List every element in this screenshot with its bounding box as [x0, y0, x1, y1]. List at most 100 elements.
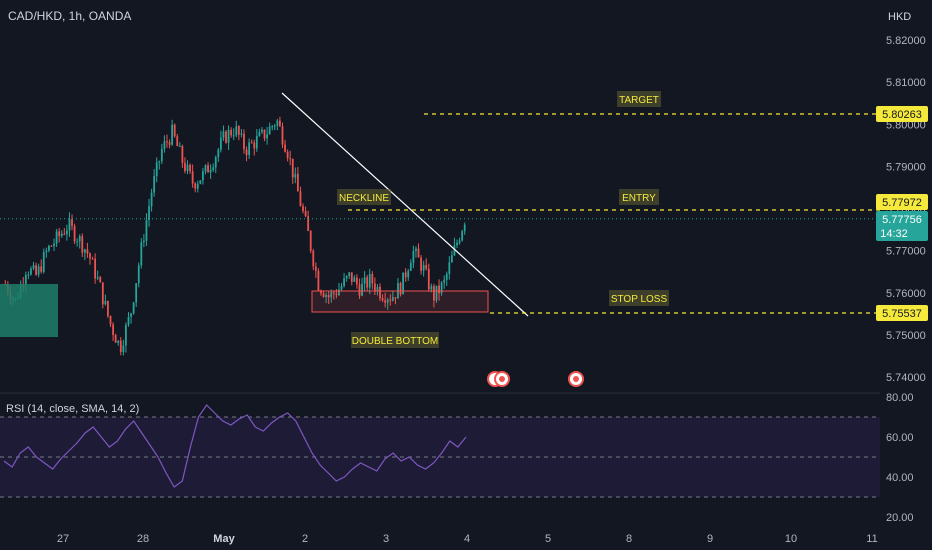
- entry-label: ENTRY: [619, 189, 659, 205]
- time-tick-label: 27: [57, 533, 69, 545]
- target-price-text: 5.80263: [882, 109, 922, 121]
- candle-body: [58, 231, 61, 237]
- candle-body: [314, 266, 317, 271]
- candle-body: [402, 272, 405, 295]
- candle-body: [399, 283, 402, 295]
- candle-body: [243, 133, 245, 150]
- price-tick-label: 5.80000: [886, 119, 926, 131]
- time-tick-label: 5: [545, 533, 551, 545]
- event-marker-icon[interactable]: [568, 371, 584, 387]
- rsi-tick-label: 60.00: [886, 432, 914, 444]
- candle-body: [142, 240, 145, 243]
- price-axis[interactable]: 5.820005.810005.800005.790005.780005.770…: [886, 35, 926, 384]
- candle-body: [158, 161, 161, 163]
- candle-body: [160, 148, 163, 162]
- candle-body: [276, 120, 279, 126]
- candle-body: [289, 158, 292, 160]
- rsi-series[interactable]: [3, 404, 467, 488]
- stop-loss-price-text: 5.75537: [882, 308, 922, 320]
- candle-body: [81, 236, 84, 253]
- candle-body: [148, 206, 150, 221]
- candle-body: [107, 300, 109, 316]
- candle-body: [427, 268, 430, 290]
- candle-body: [433, 286, 435, 301]
- double-bottom-label: DOUBLE BOTTOM: [351, 332, 439, 348]
- candle-body: [366, 277, 369, 288]
- consolidation-box[interactable]: [0, 284, 58, 337]
- candle-body: [140, 242, 143, 266]
- candle-body: [261, 129, 263, 133]
- candle-body: [68, 219, 71, 231]
- candle-body: [304, 211, 307, 217]
- candle-body: [122, 345, 125, 353]
- time-axis[interactable]: 27 28 May 2 3 4 5 8 9 10 11: [57, 533, 878, 545]
- candle-body: [312, 250, 315, 267]
- candle-body: [96, 277, 99, 279]
- candle-body: [248, 142, 251, 155]
- double-bottom-label-text: DOUBLE BOTTOM: [352, 336, 439, 347]
- candle-body: [76, 241, 79, 243]
- candle-body: [296, 173, 299, 192]
- candle-body: [417, 248, 420, 258]
- candle-body: [32, 265, 35, 269]
- target-label-text: TARGET: [619, 95, 659, 106]
- rsi-title: RSI (14, close, SMA, 14, 2): [6, 403, 139, 415]
- candle-body: [458, 240, 461, 243]
- symbol-title: CAD/HKD, 1h, OANDA: [8, 9, 131, 23]
- candle-body: [186, 164, 189, 172]
- candlestick-series[interactable]: [4, 116, 466, 356]
- candle-body: [379, 286, 381, 299]
- candle-body: [155, 162, 158, 176]
- neckline-label: NECKLINE: [337, 189, 391, 205]
- rsi-axis[interactable]: 80.00 60.00 40.00 20.00: [886, 392, 914, 524]
- candle-body: [384, 300, 387, 303]
- candle-body: [371, 274, 374, 284]
- time-tick-label: 2: [302, 533, 308, 545]
- candle-body: [345, 275, 348, 279]
- candle-body: [130, 313, 132, 317]
- event-marker-icon[interactable]: [487, 371, 510, 387]
- candle-body: [391, 297, 394, 301]
- price-tick-label: 5.77000: [886, 246, 926, 258]
- candle-body: [363, 277, 366, 284]
- time-tick-label: 11: [866, 533, 877, 545]
- candle-body: [212, 167, 215, 170]
- stop-loss-label-text: STOP LOSS: [611, 294, 668, 305]
- candle-body: [48, 245, 50, 251]
- candle-body: [350, 272, 353, 282]
- candle-body: [263, 129, 266, 139]
- candle-body: [268, 126, 271, 135]
- countdown-text: 14:32: [880, 228, 908, 240]
- candle-body: [219, 137, 222, 150]
- price-tick-label: 5.82000: [886, 35, 926, 47]
- time-tick-label: 9: [707, 533, 713, 545]
- candle-body: [73, 226, 76, 242]
- candle-body: [189, 164, 191, 172]
- candle-body: [91, 258, 94, 260]
- double-bottom-box[interactable]: [311, 290, 489, 313]
- candle-body: [53, 243, 55, 247]
- candle-body: [40, 266, 43, 272]
- candle-body: [453, 245, 456, 256]
- candle-body: [330, 292, 333, 298]
- candle-body: [435, 285, 438, 301]
- candle-body: [176, 136, 179, 147]
- time-tick-label: May: [213, 533, 235, 545]
- price-tick-label: 5.74000: [886, 372, 926, 384]
- candle-body: [389, 299, 392, 301]
- candle-body: [273, 125, 276, 127]
- time-tick-label: 10: [785, 533, 797, 545]
- candle-body: [27, 274, 30, 276]
- candle-body: [240, 133, 243, 135]
- price-tick-label: 5.75000: [886, 330, 926, 342]
- candle-body: [325, 294, 328, 297]
- candle-body: [456, 242, 458, 246]
- candle-body: [194, 183, 197, 189]
- candle-body: [199, 180, 202, 184]
- candle-body: [145, 220, 148, 241]
- rsi-tick-label: 40.00: [886, 472, 914, 484]
- candle-body: [271, 126, 274, 128]
- rsi-tick-label: 80.00: [886, 392, 914, 404]
- neckline-trendline[interactable]: [281, 92, 529, 317]
